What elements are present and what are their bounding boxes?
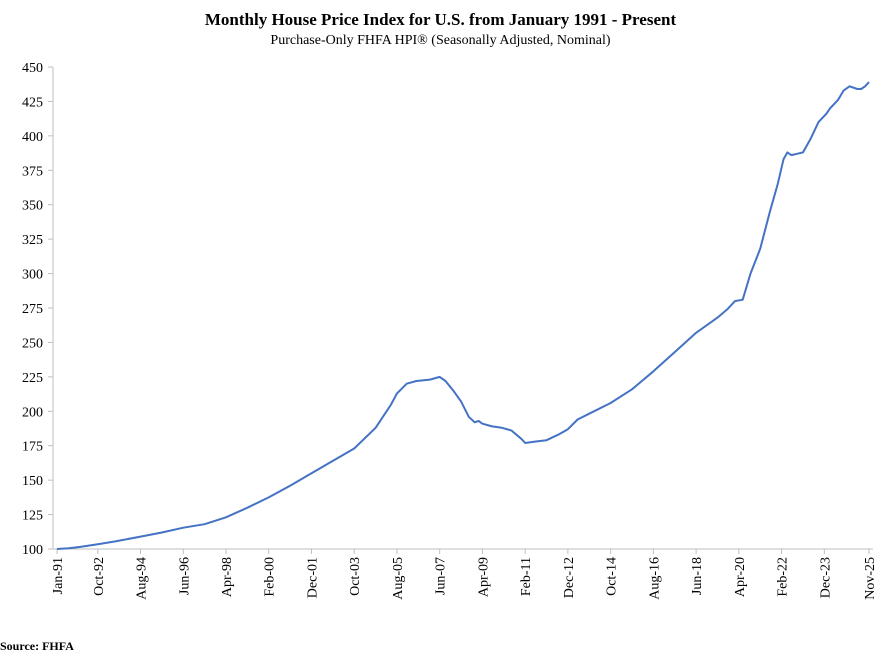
y-ticks: 100 125 150 175 200 225 250 275 300 325 350 375 400 4… xyxy=(22,61,53,558)
x-tick-label: Jun-18 xyxy=(690,557,705,595)
y-tick-label: 400 xyxy=(22,130,43,145)
y-tick-label: 150 xyxy=(22,474,43,489)
y-tick-label: 175 xyxy=(22,440,43,455)
x-tick-label: Jun-96 xyxy=(177,557,192,595)
chart-area: 100 125 150 175 200 225 250 275 300 325 350 375 400 4… xyxy=(22,61,878,600)
chart-subtitle: Purchase-Only FHFA HPI® (Seasonally Adju… xyxy=(270,33,611,48)
y-tick-label: 125 xyxy=(22,509,43,524)
x-tick-label: Aug-05 xyxy=(391,557,406,600)
x-tick-label: Feb-11 xyxy=(519,557,534,596)
series-line xyxy=(56,81,870,550)
x-tick-label: Nov-25 xyxy=(863,557,878,600)
x-tick-label: Oct-03 xyxy=(348,557,363,596)
x-tick-label: Aug-94 xyxy=(135,557,150,600)
chart-title: Monthly House Price Index for U.S. from … xyxy=(204,10,677,29)
y-tick-label: 350 xyxy=(22,199,43,214)
x-tick-label: Feb-00 xyxy=(263,557,278,597)
series-group xyxy=(56,81,870,550)
y-tick-label: 325 xyxy=(22,233,43,248)
y-tick-label: 225 xyxy=(22,371,43,386)
x-tick-label: Oct-14 xyxy=(605,557,620,596)
y-tick-label: 425 xyxy=(22,95,43,110)
y-tick-label: 200 xyxy=(22,405,43,420)
source-note: Source: FHFA xyxy=(0,639,74,653)
x-tick-label: Oct-92 xyxy=(92,557,107,596)
y-tick-label: 375 xyxy=(22,164,43,179)
x-tick-label: Apr-20 xyxy=(733,557,748,597)
axes xyxy=(52,67,873,550)
x-tick-label: Apr-98 xyxy=(220,557,235,597)
x-tick-label: Jun-07 xyxy=(434,557,449,595)
y-tick-label: 300 xyxy=(22,268,43,283)
x-tick-label: Feb-22 xyxy=(776,557,791,597)
x-tick-label: Dec-12 xyxy=(562,557,577,598)
x-tick-label: Dec-01 xyxy=(305,557,320,598)
x-tick-label: Dec-23 xyxy=(818,557,833,598)
x-tick-label: Aug-16 xyxy=(647,557,662,600)
y-tick-label: 100 xyxy=(22,543,43,558)
y-tick-label: 450 xyxy=(22,61,43,76)
x-ticks: Jan-91 Oct-92 Aug-94 Jun-96 Apr-98 Feb-00 Dec-… xyxy=(51,549,878,600)
y-tick-label: 250 xyxy=(22,336,43,351)
x-tick-label: Jan-91 xyxy=(51,557,66,594)
x-tick-label: Apr-09 xyxy=(476,557,491,597)
y-tick-label: 275 xyxy=(22,302,43,317)
